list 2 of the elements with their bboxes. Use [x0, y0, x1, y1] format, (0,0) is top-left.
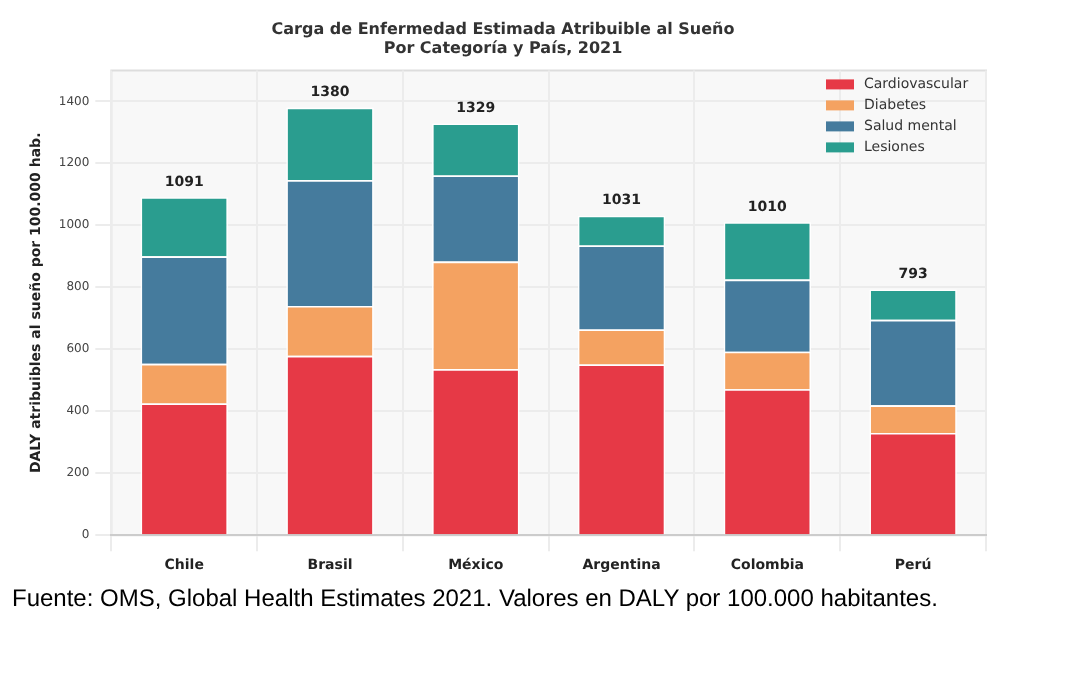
chart-title: Carga de Enfermedad Estimada Atribuible al Sueño Por Categoría y País, 2021: [271, 19, 736, 57]
source-note: Fuente: OMS, Global Health Estimates 2021. Valores en DALY por 100.000 habitantes.: [12, 584, 940, 614]
